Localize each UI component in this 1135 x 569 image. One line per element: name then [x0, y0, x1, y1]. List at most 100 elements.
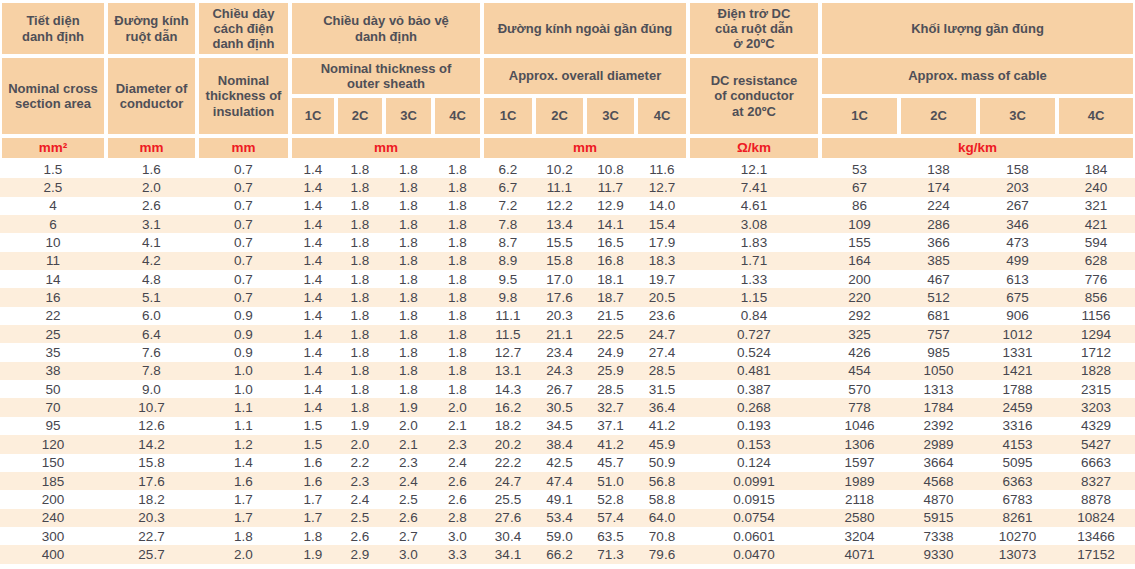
table-cell: 6.7 — [482, 178, 534, 196]
table-cell: 220 — [820, 288, 899, 306]
table-cell: 34.5 — [534, 417, 585, 435]
table-cell: 6363 — [978, 472, 1057, 490]
table-cell: 14.0 — [636, 197, 688, 215]
table-cell: 17.0 — [534, 270, 585, 288]
table-cell: 0.9 — [197, 343, 290, 361]
table-cell: 4071 — [820, 545, 899, 563]
table-cell: 1.8 — [384, 307, 433, 325]
table-cell: 1.1 — [197, 398, 290, 416]
table-cell: 10270 — [978, 527, 1057, 545]
table-cell: 95 — [0, 417, 106, 435]
table-cell: 1.8 — [336, 307, 384, 325]
header-insulation-thickness-vi: Chiều dày cách điện danh định — [197, 0, 290, 56]
table-cell: 30.5 — [534, 398, 585, 416]
table-cell: 14.1 — [585, 215, 636, 233]
table-cell: 267 — [978, 197, 1057, 215]
table-cell: 2.9 — [336, 545, 384, 563]
table-cell: 185 — [0, 472, 106, 490]
table-cell: 1.8 — [433, 362, 482, 380]
table-cell: 11 — [0, 252, 106, 270]
table-cell: 0.7 — [197, 215, 290, 233]
table-cell: 158 — [978, 160, 1057, 178]
table-cell: 14.3 — [482, 380, 534, 398]
table-cell: 1.8 — [384, 252, 433, 270]
table-cell: 2989 — [899, 435, 978, 453]
table-cell: 2.5 — [0, 178, 106, 196]
table-cell: 2.3 — [384, 454, 433, 472]
unit-mass: kg/km — [820, 136, 1135, 160]
table-cell: 31.5 — [636, 380, 688, 398]
table-cell: 2.6 — [433, 490, 482, 508]
table-cell: 17152 — [1057, 545, 1135, 563]
table-cell: 4.8 — [106, 270, 197, 288]
table-cell: 64.0 — [636, 509, 688, 527]
table-cell: 1.8 — [384, 380, 433, 398]
subcol-mass-2c: 2C — [899, 96, 978, 136]
header-dc-resistance-vi: Điện trở DC của ruột dẫn ở 20ºC — [688, 0, 820, 56]
table-cell: 1.8 — [336, 325, 384, 343]
table-cell: 0.7 — [197, 160, 290, 178]
table-cell: 17.9 — [636, 233, 688, 251]
table-cell: 2580 — [820, 509, 899, 527]
header-cross-section-vi: Tiết diện danh định — [0, 0, 106, 56]
table-cell: 1.6 — [197, 472, 290, 490]
table-cell: 4.1 — [106, 233, 197, 251]
table-cell: 0.387 — [688, 380, 820, 398]
table-cell: 985 — [899, 343, 978, 361]
subcol-mass-3c: 3C — [978, 96, 1057, 136]
table-cell: 1.8 — [336, 160, 384, 178]
table-cell: 1.8 — [290, 527, 336, 545]
table-cell: 53.4 — [534, 509, 585, 527]
table-cell: 7.8 — [106, 362, 197, 380]
table-cell: 2.5 — [336, 509, 384, 527]
table-cell: 1.8 — [433, 233, 482, 251]
unit-overall-diameter: mm — [482, 136, 688, 160]
table-cell: 7.41 — [688, 178, 820, 196]
table-cell: 18.3 — [636, 252, 688, 270]
table-cell: 17.6 — [534, 288, 585, 306]
table-cell: 2.1 — [384, 435, 433, 453]
table-cell: 203 — [978, 178, 1057, 196]
table-cell: 47.4 — [534, 472, 585, 490]
table-cell: 200 — [820, 270, 899, 288]
table-cell: 1.4 — [290, 343, 336, 361]
table-cell: 45.7 — [585, 454, 636, 472]
table-cell: 1.4 — [290, 197, 336, 215]
table-cell: 13.4 — [534, 215, 585, 233]
table-cell: 2.0 — [197, 545, 290, 563]
table-cell: 20.5 — [636, 288, 688, 306]
table-cell: 41.2 — [636, 417, 688, 435]
table-cell: 24.7 — [482, 472, 534, 490]
table-cell: 2459 — [978, 398, 1057, 416]
table-cell: 7.8 — [482, 215, 534, 233]
header-conductor-diameter-en: Diameter of conductor — [106, 56, 197, 136]
table-cell: 2.4 — [336, 490, 384, 508]
table-cell: 12.9 — [585, 197, 636, 215]
table-cell: 3664 — [899, 454, 978, 472]
table-cell: 8878 — [1057, 490, 1135, 508]
table-cell: 27.6 — [482, 509, 534, 527]
table-cell: 13466 — [1057, 527, 1135, 545]
table-cell: 9.8 — [482, 288, 534, 306]
table-cell: 1.4 — [197, 454, 290, 472]
table-cell: 240 — [0, 509, 106, 527]
table-cell: 1.8 — [384, 215, 433, 233]
table-cell: 42.5 — [534, 454, 585, 472]
table-cell: 18.2 — [106, 490, 197, 508]
table-cell: 1.4 — [290, 233, 336, 251]
table-cell: 7.6 — [106, 343, 197, 361]
table-cell: 2.2 — [336, 454, 384, 472]
table-cell: 1.7 — [197, 509, 290, 527]
table-cell: 1421 — [978, 362, 1057, 380]
table-cell: 3316 — [978, 417, 1057, 435]
table-cell: 0.7 — [197, 197, 290, 215]
table-cell: 1.7 — [197, 490, 290, 508]
table-cell: 1828 — [1057, 362, 1135, 380]
table-cell: 4153 — [978, 435, 1057, 453]
table-cell: 27.4 — [636, 343, 688, 361]
table-cell: 1.8 — [384, 160, 433, 178]
table-cell: 18.1 — [585, 270, 636, 288]
table-cell: 0.7 — [197, 270, 290, 288]
table-cell: 467 — [899, 270, 978, 288]
table-cell: 2.6 — [106, 197, 197, 215]
